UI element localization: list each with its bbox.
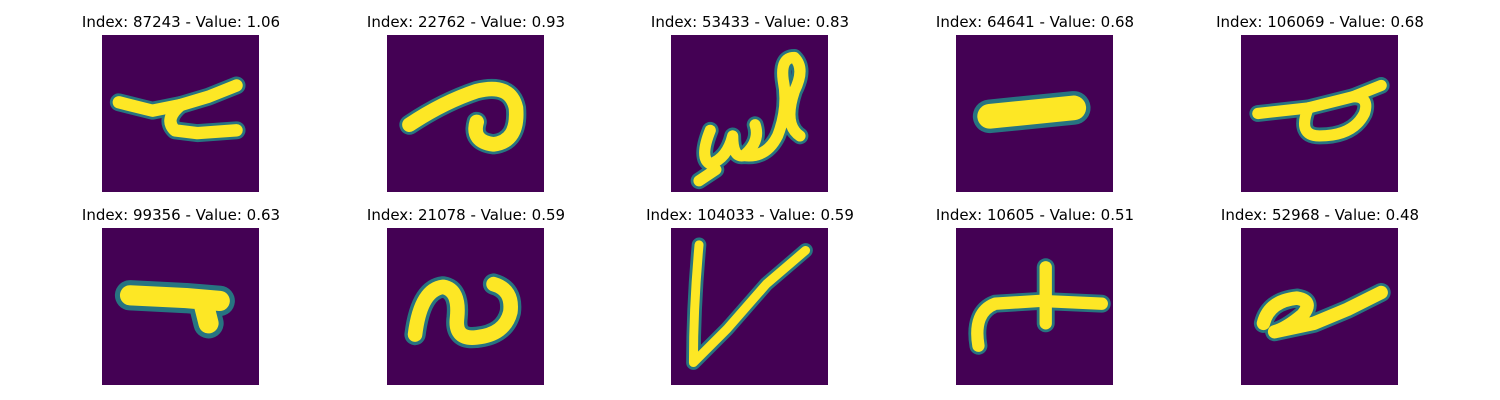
panel-title: Index: 104033 - Value: 0.59 (646, 206, 854, 224)
letter-v-glyph (686, 237, 813, 370)
panel-title: Index: 99356 - Value: 0.63 (81, 206, 281, 224)
digit-image (387, 35, 544, 192)
digit-image (1241, 228, 1398, 385)
loop-with-tail-glyph (399, 78, 527, 155)
bar-with-loop-glyph (1249, 77, 1390, 145)
panel-title: Index: 21078 - Value: 0.59 (366, 206, 566, 224)
blurred-blob-glyph (114, 280, 235, 339)
panel-title: Index: 87243 - Value: 1.06 (81, 13, 281, 31)
curvy-s-glyph (404, 273, 522, 349)
panel-title: Index: 106069 - Value: 0.68 (1216, 13, 1424, 31)
digit-image (1241, 35, 1398, 192)
panel-title: Index: 53433 - Value: 0.83 (650, 13, 850, 31)
digit-image (671, 228, 828, 385)
panel-title: Index: 10605 - Value: 0.51 (935, 206, 1135, 224)
panel-title: Index: 22762 - Value: 0.93 (366, 13, 566, 31)
panel-title: Index: 52968 - Value: 0.48 (1220, 206, 1420, 224)
dash-blob-glyph (972, 91, 1091, 134)
digit-image (102, 228, 259, 385)
digit-image (956, 228, 1113, 385)
slanted-loop-glyph (1253, 282, 1391, 342)
digit-image (387, 228, 544, 385)
stroke-hook-with-bar-glyph (109, 76, 246, 143)
cursive-w-glyph (690, 49, 809, 190)
digit-image (956, 35, 1113, 192)
panel-title: Index: 64641 - Value: 0.68 (935, 13, 1135, 31)
digit-image (102, 35, 259, 192)
hook-with-plus-glyph (968, 258, 1111, 355)
digit-image (671, 35, 828, 192)
